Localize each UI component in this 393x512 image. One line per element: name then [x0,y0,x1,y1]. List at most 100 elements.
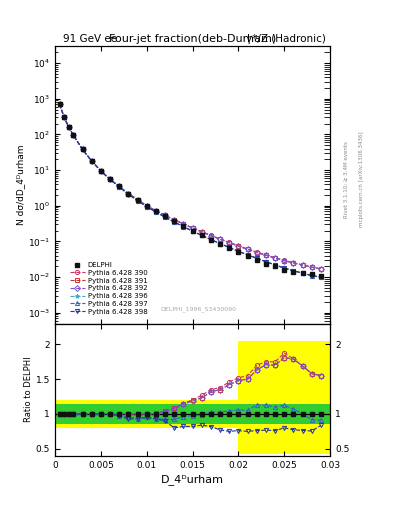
DELPHI [254,257,259,263]
Pythia 6.428 391 [99,168,103,174]
Y-axis label: Ratio to DELPHI: Ratio to DELPHI [24,357,33,422]
Pythia 6.428 390 [282,257,286,263]
Pythia 6.428 396 [218,241,222,247]
Pythia 6.428 390 [62,114,66,120]
Pythia 6.428 391 [89,158,94,164]
Pythia 6.428 398 [209,237,213,243]
DELPHI [282,267,286,273]
DELPHI [99,168,103,174]
Pythia 6.428 397 [163,214,167,220]
Line: Pythia 6.428 398: Pythia 6.428 398 [57,102,323,279]
Pythia 6.428 392 [80,146,85,153]
DELPHI [108,176,112,182]
Pythia 6.428 396 [291,268,296,274]
DELPHI [227,245,231,251]
Pythia 6.428 390 [80,146,85,153]
DELPHI [57,101,62,108]
Pythia 6.428 397 [80,146,85,153]
Pythia 6.428 392 [245,246,250,252]
Pythia 6.428 392 [199,229,204,235]
Pythia 6.428 396 [273,262,277,268]
Pythia 6.428 398 [172,219,176,225]
Pythia 6.428 396 [80,146,85,153]
Pythia 6.428 390 [300,262,305,268]
Pythia 6.428 398 [163,214,167,220]
Y-axis label: N dσ/dD_4ᴰurham: N dσ/dD_4ᴰurham [16,144,25,225]
Pythia 6.428 396 [282,265,286,271]
Pythia 6.428 397 [71,132,76,138]
Pythia 6.428 392 [181,221,186,227]
DELPHI [135,197,140,203]
Pythia 6.428 392 [163,212,167,219]
Pythia 6.428 397 [108,176,112,182]
Pythia 6.428 397 [172,219,176,225]
Pythia 6.428 391 [135,197,140,203]
Pythia 6.428 392 [264,252,268,259]
DELPHI [71,132,76,138]
Pythia 6.428 391 [227,240,231,246]
Pythia 6.428 392 [190,225,195,231]
DELPHI [163,213,167,219]
Pythia 6.428 398 [319,274,323,280]
Pythia 6.428 390 [199,228,204,234]
Pythia 6.428 392 [99,168,103,174]
Pythia 6.428 397 [154,209,158,215]
Pythia 6.428 391 [218,236,222,242]
Pythia 6.428 397 [126,191,131,197]
Pythia 6.428 398 [236,248,241,254]
Pythia 6.428 391 [108,176,112,182]
DELPHI [117,183,121,189]
Bar [55,403,330,424]
Pythia 6.428 397 [181,224,186,230]
Pythia 6.428 392 [126,190,131,197]
Pythia 6.428 391 [309,264,314,270]
Pythia 6.428 390 [126,190,131,197]
Pythia 6.428 392 [209,232,213,239]
Pythia 6.428 390 [99,168,103,174]
Pythia 6.428 392 [319,266,323,272]
Pythia 6.428 397 [291,268,296,274]
Pythia 6.428 391 [300,262,305,268]
Pythia 6.428 398 [199,232,204,239]
Pythia 6.428 397 [62,114,66,120]
Pythia 6.428 391 [264,252,268,259]
Pythia 6.428 390 [71,132,76,138]
Pythia 6.428 391 [291,260,296,266]
Pythia 6.428 398 [80,146,85,153]
Pythia 6.428 390 [154,207,158,214]
DELPHI [154,208,158,214]
Pythia 6.428 390 [309,264,314,270]
Text: mcplots.cern.ch [arXiv:1306.3436]: mcplots.cern.ch [arXiv:1306.3436] [359,132,364,227]
Pythia 6.428 390 [108,176,112,182]
Pythia 6.428 392 [144,203,149,209]
Pythia 6.428 397 [245,252,250,258]
Pythia 6.428 391 [245,246,250,252]
Pythia 6.428 397 [254,255,259,261]
Pythia 6.428 398 [291,268,296,274]
Pythia 6.428 397 [227,244,231,250]
Pythia 6.428 392 [66,124,71,130]
Pythia 6.428 396 [144,203,149,209]
Pythia 6.428 390 [319,266,323,272]
DELPHI [319,272,323,279]
Pythia 6.428 392 [218,236,222,242]
Pythia 6.428 391 [117,183,121,189]
Pythia 6.428 396 [108,176,112,182]
DELPHI [89,158,94,164]
Pythia 6.428 397 [99,168,103,174]
DELPHI [181,223,186,229]
Pythia 6.428 397 [264,259,268,265]
Pythia 6.428 397 [66,124,71,130]
Pythia 6.428 390 [66,124,71,130]
Text: γ*/Z (Hadronic): γ*/Z (Hadronic) [246,33,326,44]
Pythia 6.428 391 [209,232,213,239]
Pythia 6.428 390 [245,246,250,252]
Pythia 6.428 397 [309,272,314,279]
Line: DELPHI: DELPHI [57,102,323,278]
Pythia 6.428 398 [135,198,140,204]
Pythia 6.428 392 [291,260,296,266]
DELPHI [190,228,195,234]
Pythia 6.428 390 [291,260,296,266]
DELPHI [209,237,213,243]
Pythia 6.428 390 [218,236,222,242]
